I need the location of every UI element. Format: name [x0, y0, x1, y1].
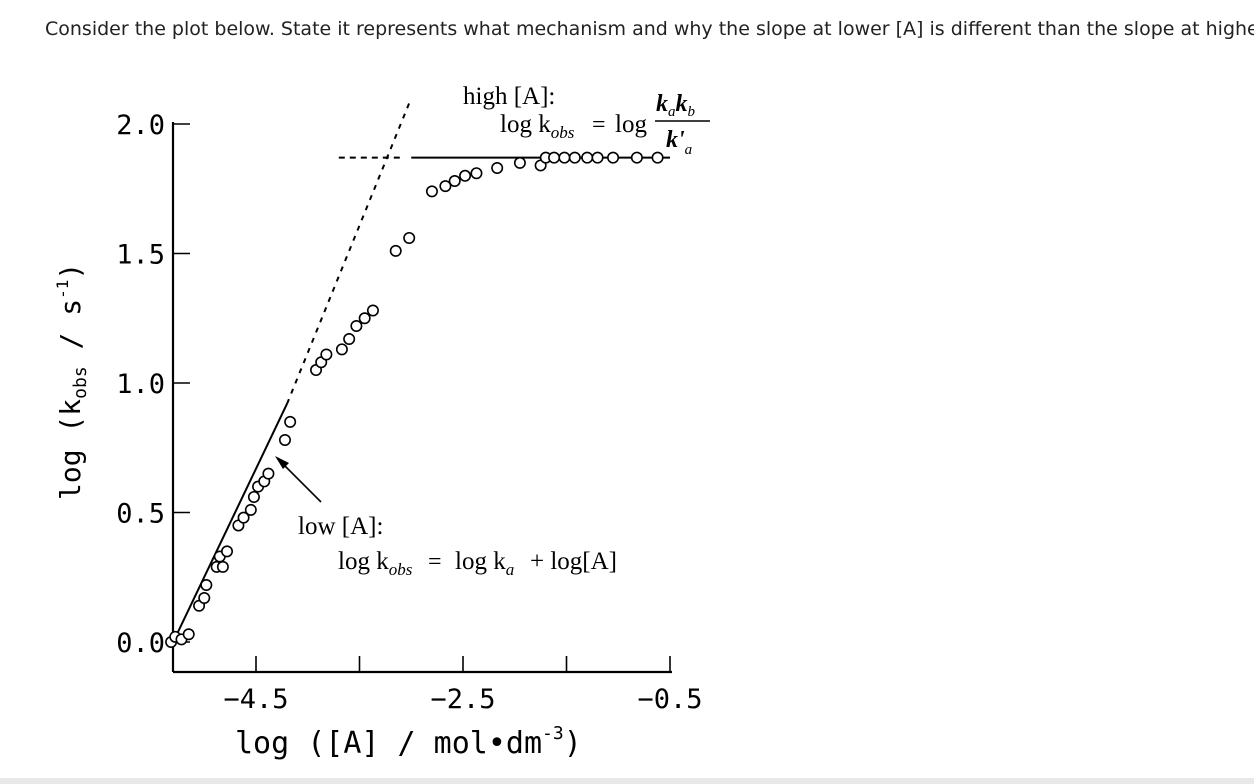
data-point: [630, 151, 643, 164]
data-point: [247, 490, 260, 503]
high-label-rhs: log: [615, 111, 647, 138]
data-point: [448, 174, 461, 187]
data-point: [591, 151, 604, 164]
data-point: [558, 151, 571, 164]
high-label-lhs: log kobs: [500, 111, 575, 142]
data-point: [548, 151, 561, 164]
data-point: [278, 433, 291, 446]
y-tick-label: 2.0: [116, 110, 165, 141]
y-tick-label: 1.0: [116, 369, 165, 400]
data-point: [216, 560, 229, 573]
data-point: [200, 579, 213, 592]
low-label-title: low [A]:: [298, 513, 383, 540]
low-label-lhs: log kobs: [338, 548, 413, 579]
low-arrow: [275, 456, 322, 503]
data-point: [439, 180, 452, 193]
question-text: Consider the plot below. State it repres…: [45, 18, 1254, 40]
data-point: [389, 244, 402, 257]
data-point: [513, 156, 526, 169]
high-concentration-annotation: high [A]: log kobs = log kakb k'a: [463, 83, 710, 158]
plot-axes: [171, 122, 672, 674]
data-point: [651, 151, 664, 164]
data-point: [425, 185, 438, 198]
x-tick-label: −2.5: [430, 684, 495, 715]
data-point: [568, 151, 581, 164]
low-label-rhs2: + log[A]: [530, 548, 617, 575]
axis-ticks: −4.5 −2.5 −0.5 0.0 0.5 1.0 1.5 2.0: [116, 110, 702, 715]
data-point: [284, 415, 297, 428]
page-bottom-bar: [0, 778, 1254, 784]
data-point: [403, 231, 416, 244]
data-point: [335, 343, 348, 356]
data-point: [358, 312, 371, 325]
data-point: [581, 151, 594, 164]
data-point: [470, 167, 483, 180]
data-point: [320, 348, 333, 361]
x-tick-label: −4.5: [223, 684, 288, 715]
data-point: [237, 511, 250, 524]
low-label-rhs1: log ka: [455, 548, 514, 579]
low-concentration-annotation: low [A]: log kobs = log ka + log[A]: [298, 513, 617, 579]
low-concentration-line: [172, 403, 288, 643]
data-point: [491, 162, 504, 175]
data-point: [244, 503, 257, 516]
data-point: [350, 320, 363, 333]
data-point: [221, 545, 234, 558]
data-point: [366, 304, 379, 317]
data-point: [198, 591, 211, 604]
data-point: [343, 332, 356, 345]
data-point: [459, 169, 472, 182]
x-tick-label: −0.5: [637, 684, 702, 715]
data-point: [182, 628, 195, 641]
y-tick-label: 0.5: [116, 499, 165, 530]
data-point: [607, 151, 620, 164]
y-tick-label: 1.5: [116, 240, 165, 271]
y-axis-label: log (kobs / s-1): [53, 263, 91, 500]
y-tick-label: 0.0: [116, 628, 165, 659]
high-label-title: high [A]:: [463, 83, 555, 110]
x-axis-label: log ([A] / mol•dm-3): [235, 723, 582, 761]
data-point: [262, 467, 275, 480]
high-label-numerator: kakb: [656, 91, 696, 120]
high-label-denominator: k'a: [666, 127, 692, 158]
low-label-eq: =: [428, 549, 442, 575]
high-label-eq: =: [592, 112, 606, 138]
data-points: [165, 151, 664, 648]
